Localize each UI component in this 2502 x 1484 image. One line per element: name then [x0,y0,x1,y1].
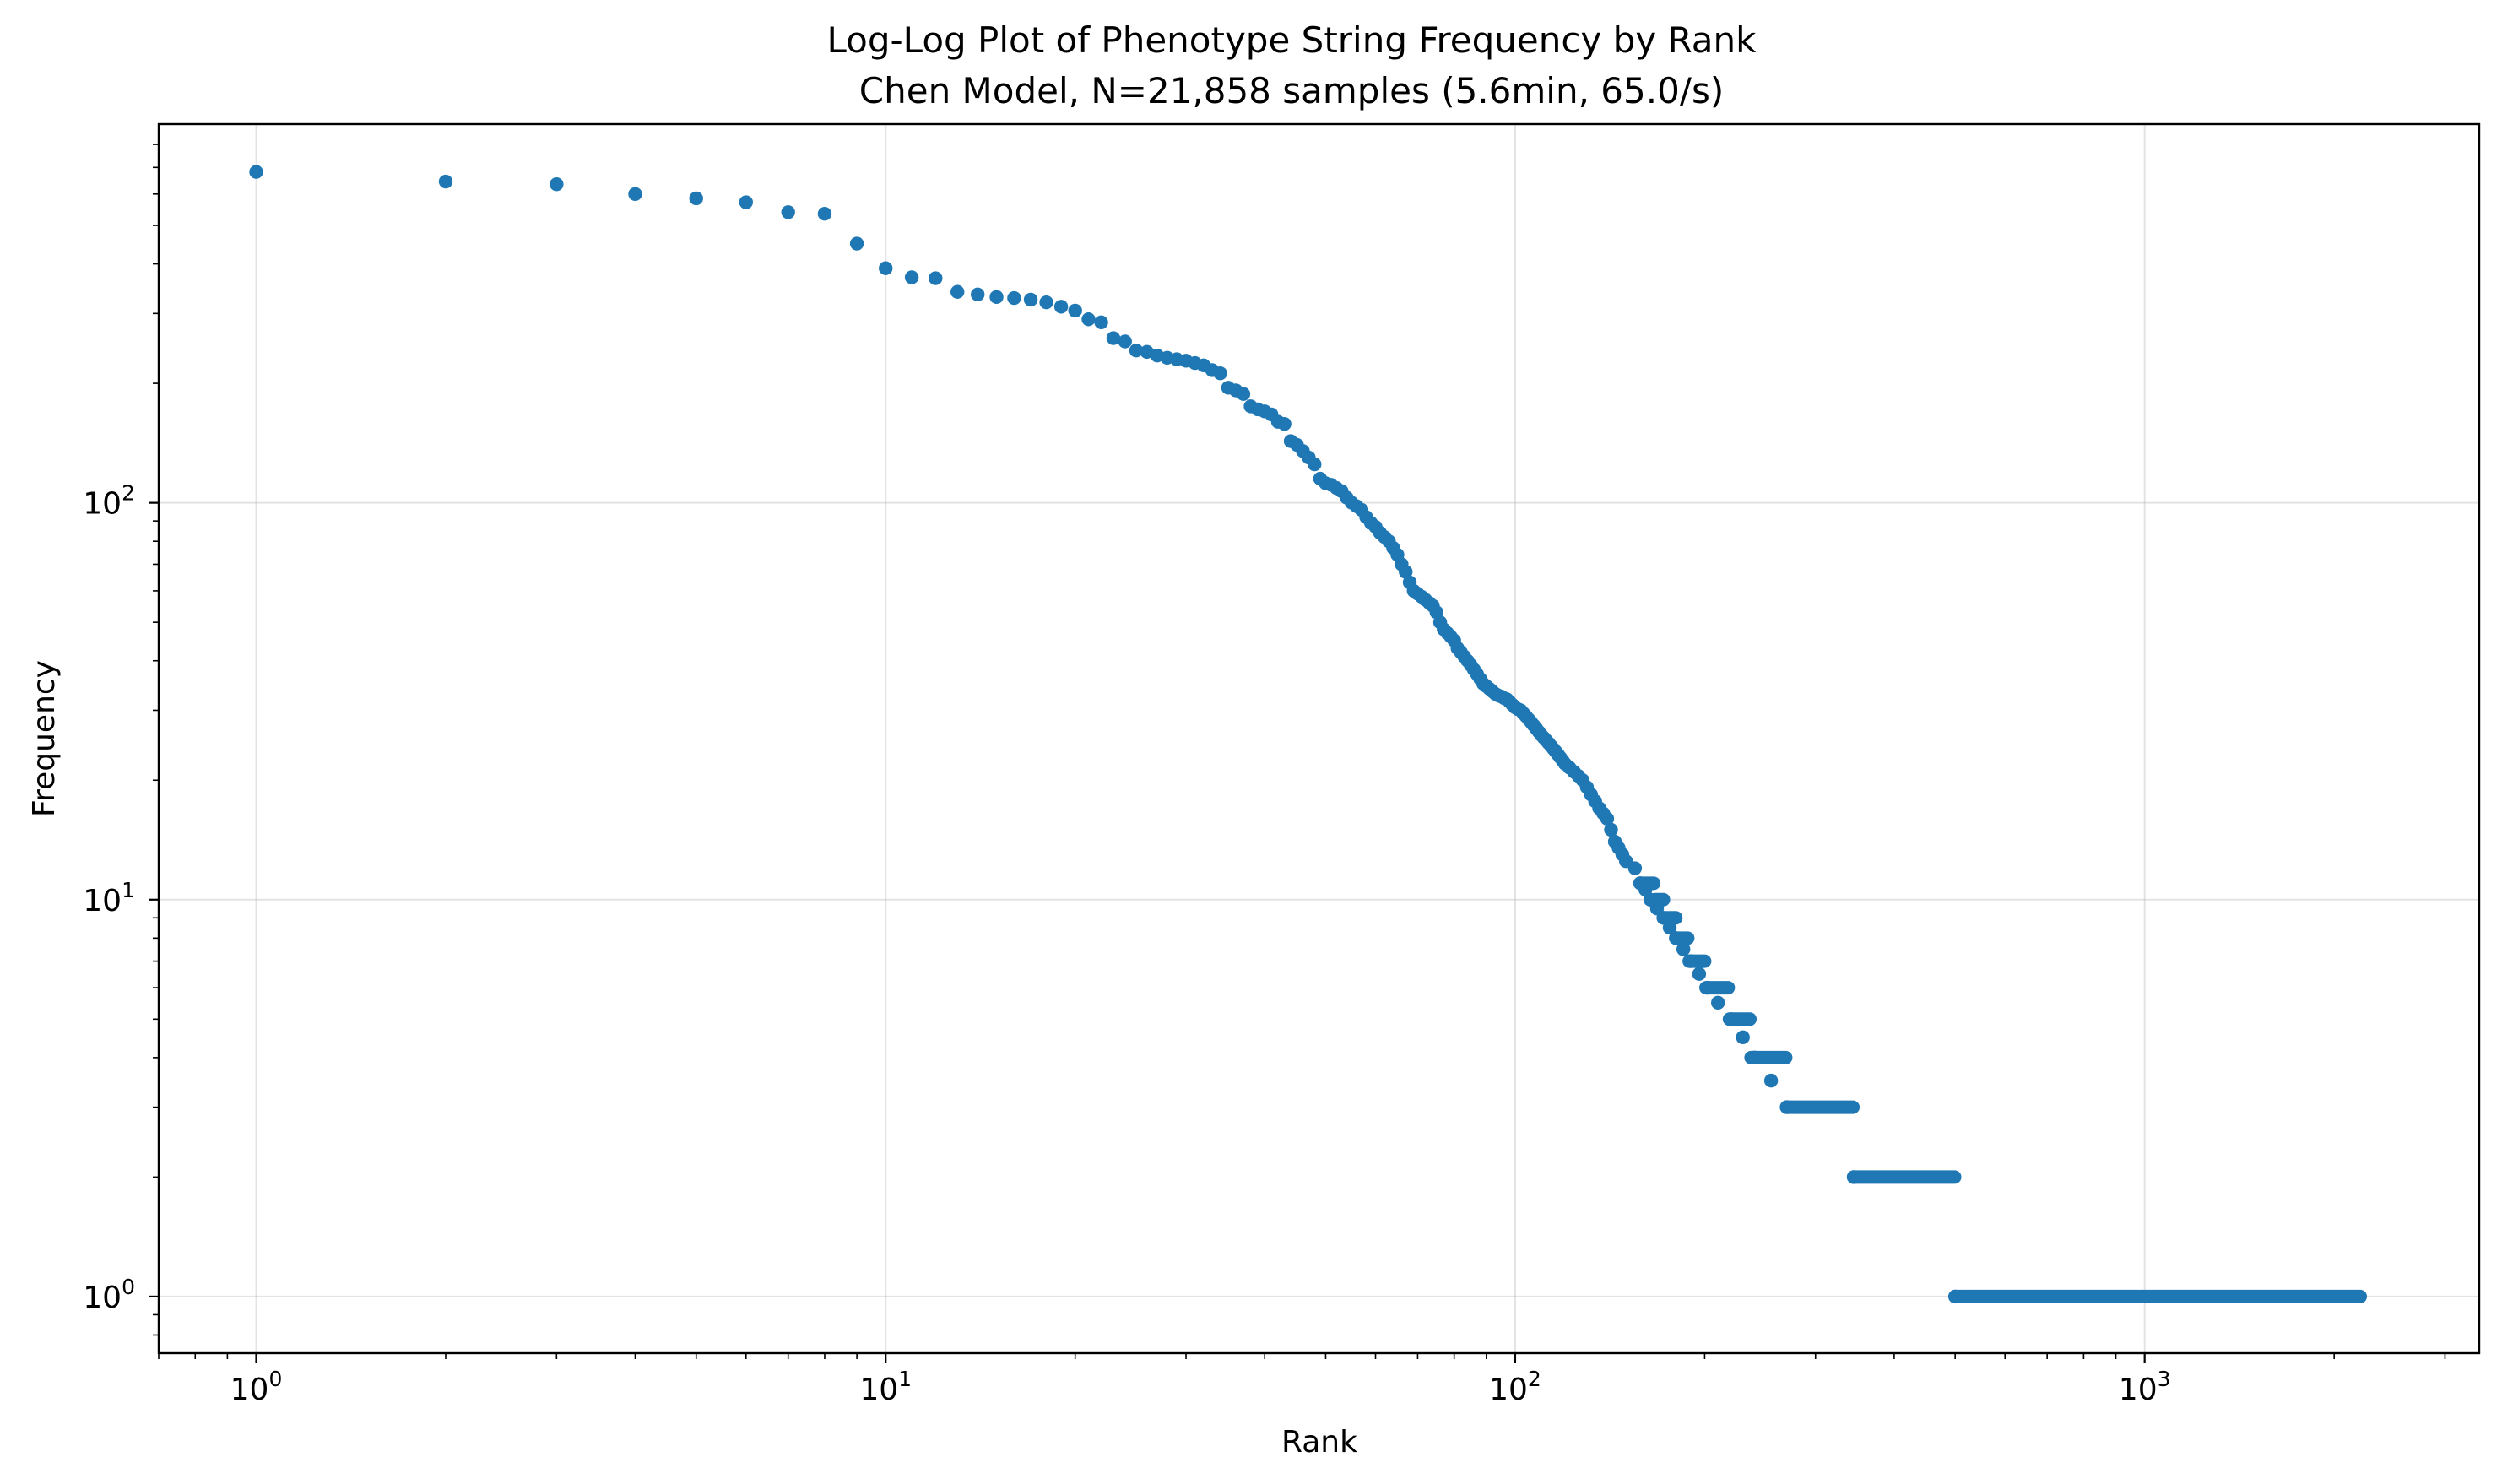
data-point [1662,920,1677,935]
data-point [1947,1289,1963,1304]
data-point [1692,967,1707,981]
data-point [1656,911,1671,925]
data-point [1736,1030,1750,1045]
data-point [739,195,753,209]
x-tick-label: 102 [1489,1367,1541,1407]
x-axis-label: Rank [1281,1425,1357,1460]
plot-frame [157,122,2481,1355]
data-point [1676,942,1691,956]
data-point [849,236,864,251]
data-point [689,191,703,206]
data-point [1023,292,1038,307]
data-point [1747,1050,1762,1065]
data-point [550,177,564,192]
data-point [1068,303,1082,318]
chart-title: Log-Log Plot of Phenotype String Frequen… [827,19,1757,61]
data-point [1236,387,1251,401]
data-point [1399,565,1413,579]
data-point [904,270,919,284]
data-point [1081,312,1096,327]
data-point [1683,954,1698,968]
data-point [1600,811,1615,826]
data-point [1604,822,1618,837]
data-point [1094,315,1108,329]
data-point [1277,417,1292,431]
data-point [628,187,642,201]
chart-subtitle: Chen Model, N=21,858 samples (5.6min, 65… [859,70,1724,111]
data-point [1779,1100,1794,1114]
data-point [971,287,985,301]
data-point [1039,295,1053,310]
data-point [1846,1170,1861,1184]
data-point [879,261,893,275]
data-point [989,290,1004,305]
data-point [1763,1073,1779,1088]
data-point [1118,334,1132,349]
data-point [817,207,832,221]
data-point [1700,980,1714,995]
data-points [249,165,2368,1304]
data-point [249,165,263,179]
data-point [929,271,943,285]
data-point [950,284,965,299]
y-axis-label: Frequency [27,660,62,817]
data-point [1106,331,1121,345]
data-point [1627,861,1643,875]
grid [159,124,2479,1353]
data-point [1007,290,1021,306]
data-point [1724,1012,1738,1026]
data-point [1711,995,1725,1010]
data-point [1053,300,1069,314]
data-point [1308,457,1322,472]
data-point [1213,366,1227,381]
data-point [1129,343,1144,358]
data-point [438,174,453,189]
data-point [1669,931,1683,945]
data-point [781,205,795,219]
